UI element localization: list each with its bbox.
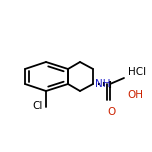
- Text: HCl: HCl: [128, 67, 146, 77]
- Text: O: O: [108, 107, 116, 117]
- Text: OH: OH: [127, 90, 143, 100]
- Text: Cl: Cl: [33, 101, 43, 111]
- Text: NH: NH: [95, 79, 111, 89]
